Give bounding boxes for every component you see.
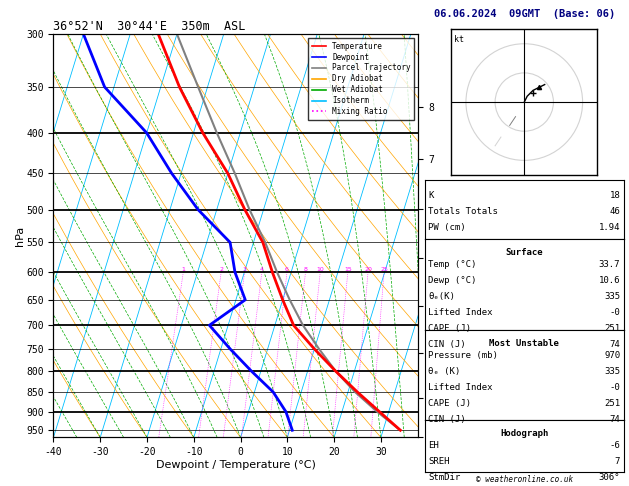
Text: Lifted Index: Lifted Index: [428, 308, 493, 317]
Text: 970: 970: [604, 351, 620, 360]
Text: 2: 2: [219, 267, 223, 272]
Text: 251: 251: [604, 399, 620, 408]
Text: 251: 251: [604, 324, 620, 333]
Text: Pressure (mb): Pressure (mb): [428, 351, 498, 360]
Text: 74: 74: [610, 340, 620, 349]
Text: -0: -0: [610, 383, 620, 392]
Text: kt: kt: [454, 35, 464, 44]
Text: CIN (J): CIN (J): [428, 340, 466, 349]
Text: Surface: Surface: [506, 248, 543, 257]
Text: Most Unstable: Most Unstable: [489, 339, 559, 348]
Text: 6: 6: [285, 267, 289, 272]
Text: 36°52'N  30°44'E  350m  ASL: 36°52'N 30°44'E 350m ASL: [53, 20, 246, 33]
Text: Hodograph: Hodograph: [500, 429, 548, 438]
Text: 4: 4: [260, 267, 264, 272]
Text: SREH: SREH: [428, 457, 450, 466]
Text: 15: 15: [344, 267, 352, 272]
Text: CIN (J): CIN (J): [428, 415, 466, 424]
X-axis label: Dewpoint / Temperature (°C): Dewpoint / Temperature (°C): [156, 460, 316, 470]
Text: 335: 335: [604, 367, 620, 376]
Text: 20: 20: [364, 267, 372, 272]
Y-axis label: hPa: hPa: [14, 226, 25, 246]
Text: 10: 10: [316, 267, 324, 272]
Text: -0: -0: [610, 308, 620, 317]
Text: Dewp (°C): Dewp (°C): [428, 276, 477, 285]
Text: θₑ(K): θₑ(K): [428, 292, 455, 301]
Text: © weatheronline.co.uk: © weatheronline.co.uk: [476, 475, 573, 484]
Text: -6: -6: [610, 441, 620, 450]
Text: PW (cm): PW (cm): [428, 223, 466, 232]
Text: 10.6: 10.6: [599, 276, 620, 285]
Text: Lifted Index: Lifted Index: [428, 383, 493, 392]
Text: CAPE (J): CAPE (J): [428, 399, 471, 408]
Text: 33.7: 33.7: [599, 260, 620, 269]
Text: StmDir: StmDir: [428, 473, 460, 482]
Text: 18: 18: [610, 191, 620, 200]
Y-axis label: km
ASL: km ASL: [445, 225, 462, 246]
Text: 1.94: 1.94: [599, 223, 620, 232]
Text: 335: 335: [604, 292, 620, 301]
Text: 8: 8: [304, 267, 308, 272]
Text: CAPE (J): CAPE (J): [428, 324, 471, 333]
Text: Temp (°C): Temp (°C): [428, 260, 477, 269]
Text: 25: 25: [380, 267, 388, 272]
Text: 74: 74: [610, 415, 620, 424]
Text: θₑ (K): θₑ (K): [428, 367, 460, 376]
Text: K: K: [428, 191, 434, 200]
Text: 7: 7: [615, 457, 620, 466]
Text: 3: 3: [243, 267, 247, 272]
Text: 06.06.2024  09GMT  (Base: 06): 06.06.2024 09GMT (Base: 06): [433, 9, 615, 19]
Text: EH: EH: [428, 441, 439, 450]
Text: Totals Totals: Totals Totals: [428, 207, 498, 216]
Text: 306°: 306°: [599, 473, 620, 482]
Text: 46: 46: [610, 207, 620, 216]
Legend: Temperature, Dewpoint, Parcel Trajectory, Dry Adiobat, Wet Adiobat, Isotherm, Mi: Temperature, Dewpoint, Parcel Trajectory…: [308, 38, 415, 120]
Text: 1: 1: [181, 267, 185, 272]
